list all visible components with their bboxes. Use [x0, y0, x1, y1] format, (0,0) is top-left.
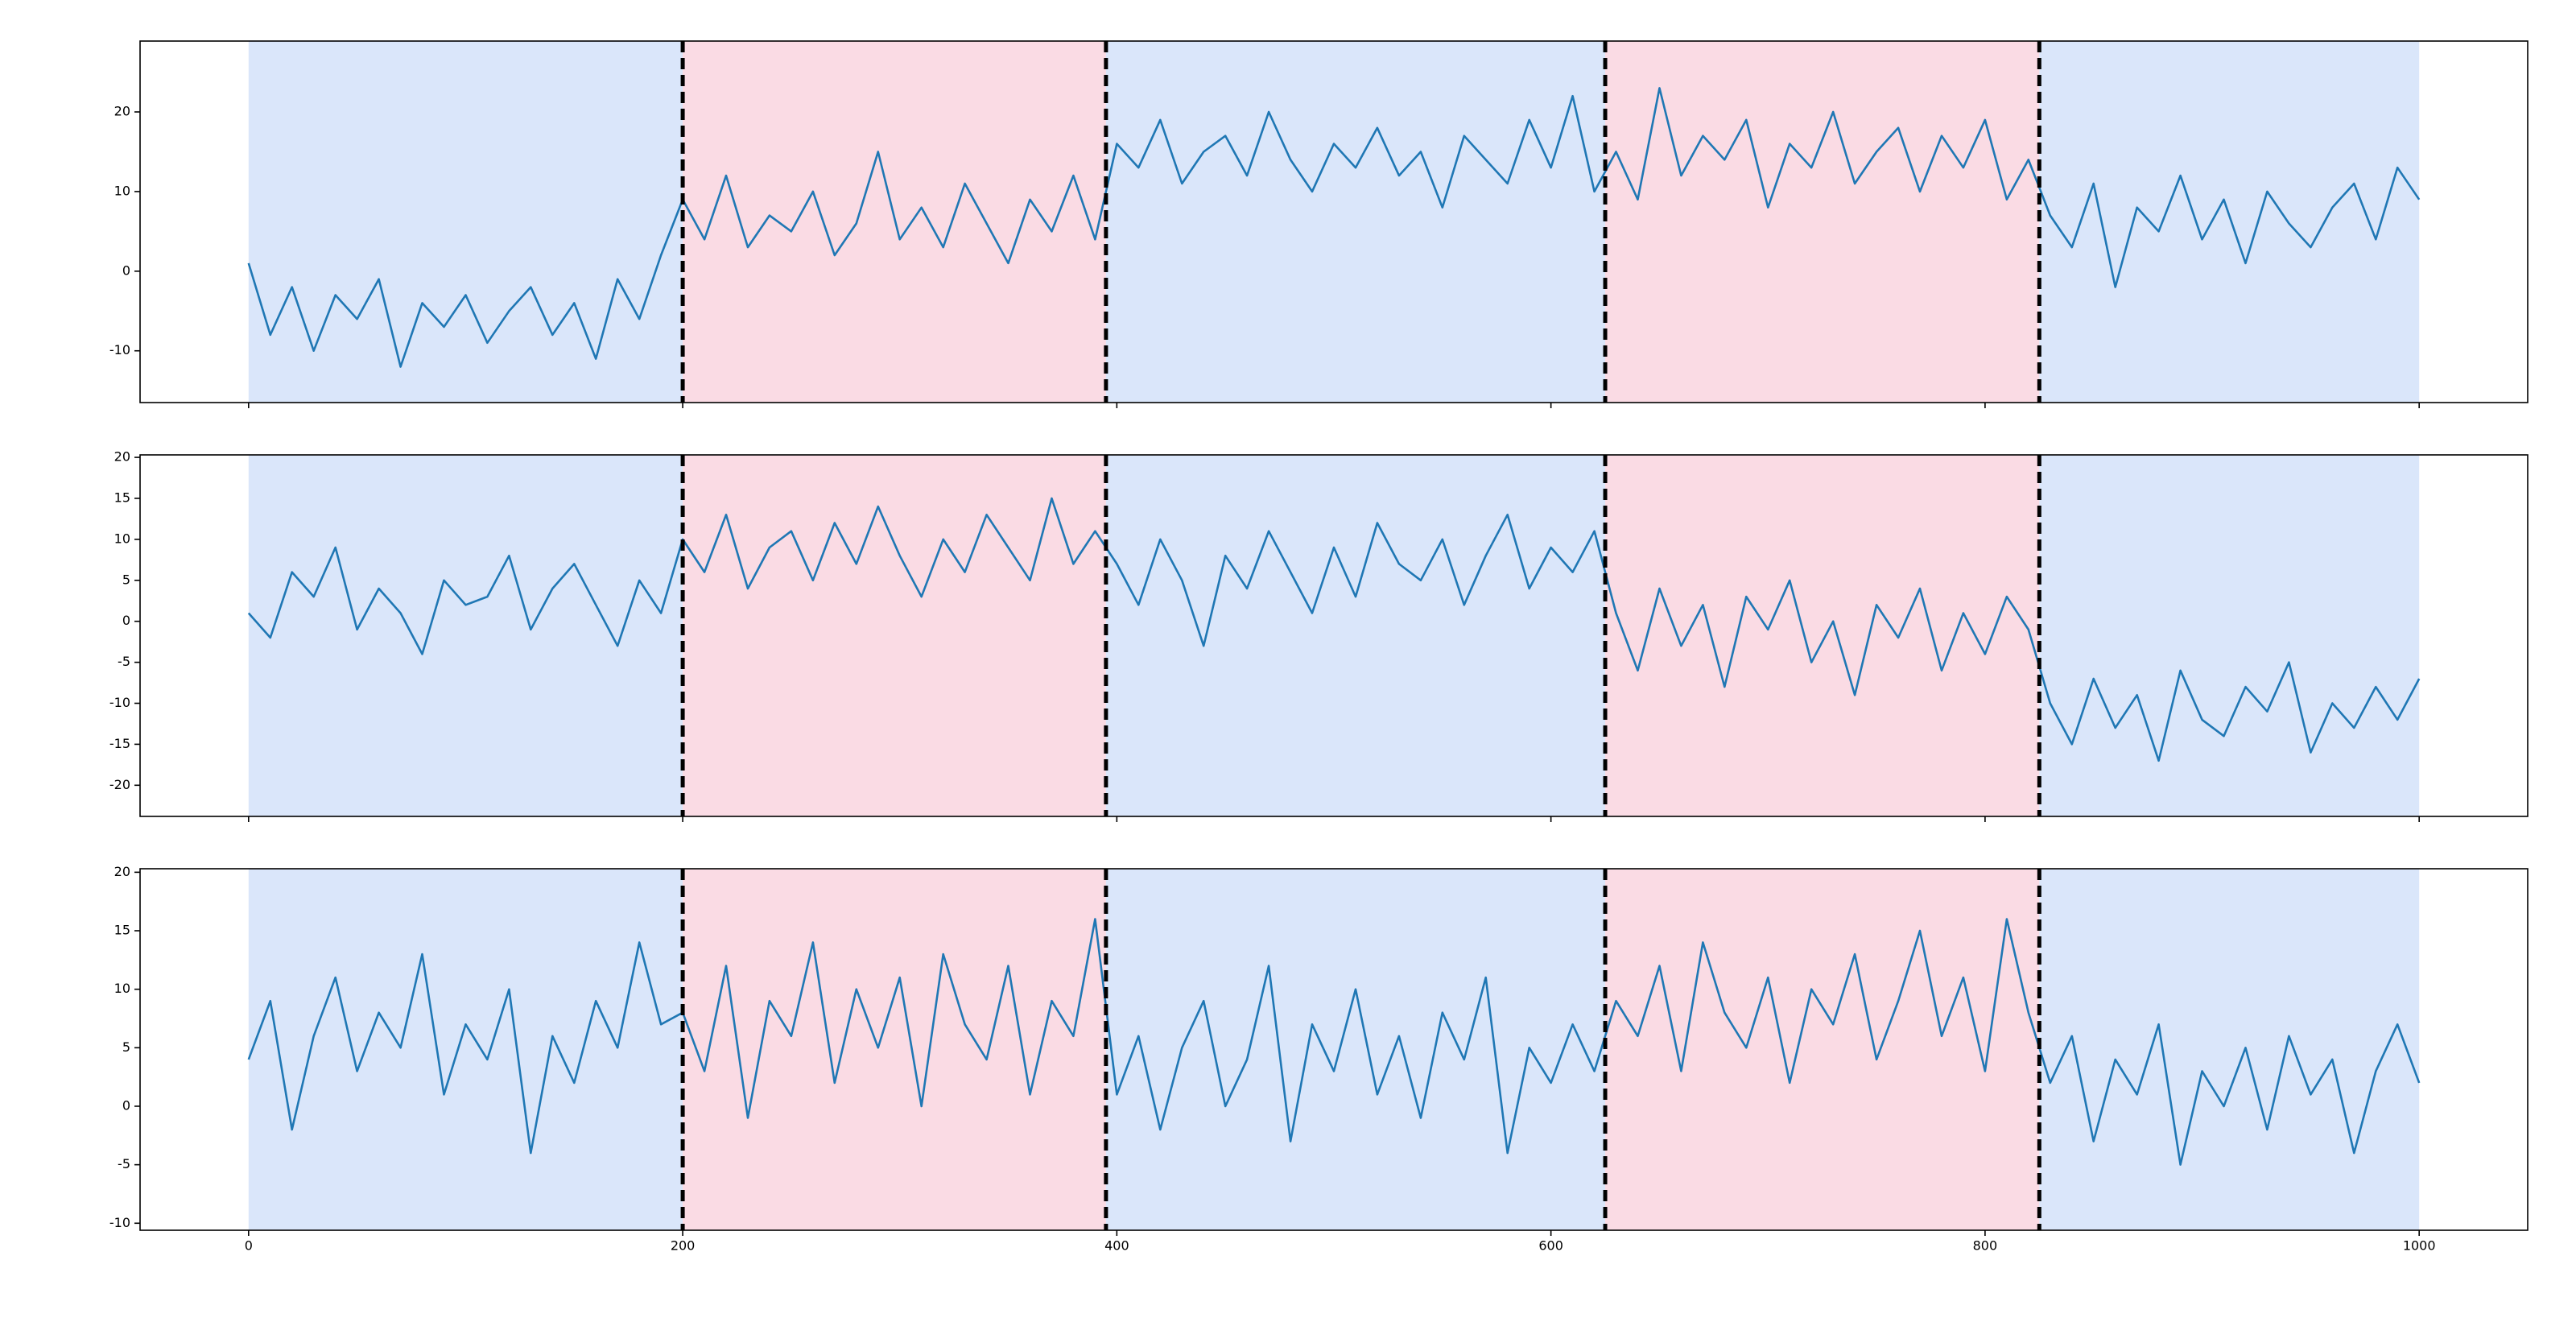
x-tick-label: 0: [245, 1238, 253, 1254]
y-tick-label: 15: [114, 490, 130, 505]
axes-frame: [139, 868, 2529, 1231]
x-tick-label: 200: [671, 1238, 696, 1254]
y-tick-label: -15: [109, 736, 130, 751]
regime-region: [1105, 869, 1606, 1230]
regime-region: [1105, 455, 1606, 816]
regime-region: [1605, 869, 2040, 1230]
y-tick-label: 20: [114, 449, 130, 465]
subplot: -10 0 10 20: [109, 40, 2529, 408]
regime-region: [683, 869, 1106, 1230]
x-tick-label: 1000: [2403, 1238, 2436, 1254]
y-tick-label: 15: [114, 923, 130, 938]
y-tick-label: 0: [122, 262, 130, 278]
regime-region: [248, 869, 683, 1230]
signal-line: [247, 497, 2421, 762]
subplot: -20 -15 -10 -5 0 5 10 15 20: [109, 449, 2529, 822]
y-tick-label: -10: [109, 342, 130, 357]
signal-line: [247, 87, 2421, 368]
y-tick-label: 0: [122, 1097, 130, 1113]
x-tick-label: 600: [1538, 1238, 1563, 1254]
y-tick-label: 20: [114, 864, 130, 879]
regime-region: [248, 41, 683, 403]
y-tick-label: -5: [118, 1156, 130, 1171]
y-tick-label: -5: [118, 654, 130, 669]
regime-region: [1605, 41, 2040, 403]
y-tick-label: -20: [109, 777, 130, 792]
regime-region: [2039, 869, 2420, 1230]
regime-region: [2039, 41, 2420, 403]
y-tick-label: 10: [114, 183, 130, 198]
regime-region: [248, 455, 683, 816]
regime-region: [1105, 41, 1606, 403]
y-tick-label: -10: [109, 695, 130, 710]
y-tick-label: 5: [122, 572, 130, 587]
axes-frame: [139, 454, 2529, 817]
signal-line: [247, 918, 2421, 1166]
x-tick-label: 400: [1104, 1238, 1129, 1254]
y-tick-label: -10: [109, 1215, 130, 1230]
y-tick-label: 10: [114, 981, 130, 996]
y-tick-label: 20: [114, 104, 130, 119]
y-tick-label: 5: [122, 1039, 130, 1055]
x-tick-label: 800: [1973, 1238, 1998, 1254]
regime-region: [2039, 455, 2420, 816]
axes-frame: [139, 40, 2529, 403]
regime-region: [683, 455, 1106, 816]
y-tick-label: 0: [122, 613, 130, 628]
y-tick-label: 10: [114, 531, 130, 546]
